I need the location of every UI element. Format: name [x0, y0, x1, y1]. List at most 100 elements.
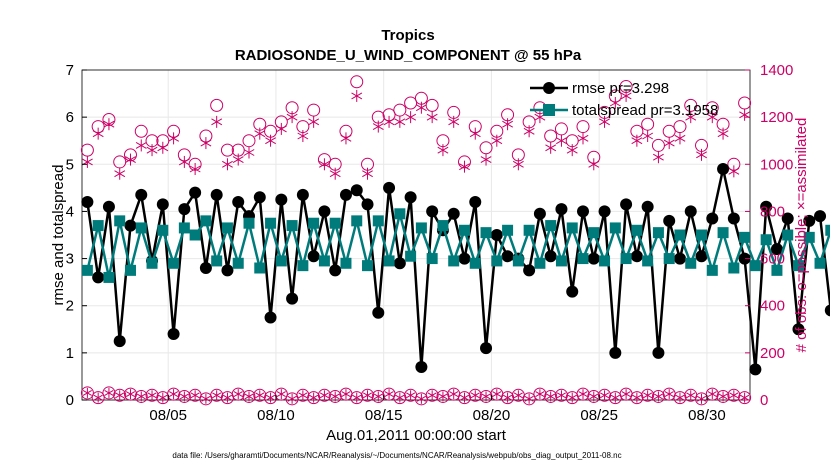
obs-assimilated-point-50	[620, 89, 632, 102]
obs-possible-point-53	[651, 138, 665, 152]
obs-assimilated-point-43	[545, 141, 557, 154]
obs-low-assim-point-0	[82, 387, 92, 398]
rmse-point-43	[544, 250, 557, 263]
spread-point-60	[728, 262, 740, 274]
series-layer	[81, 163, 830, 376]
rmse-point-59	[717, 163, 730, 175]
obs-assimilated-point-40	[512, 158, 524, 171]
obs-low-point-33	[436, 389, 450, 403]
obs-assimilated-point-21	[308, 115, 320, 128]
rmse-point-22	[318, 205, 331, 218]
obs-low-point-23	[328, 389, 342, 403]
rmse-point-60	[727, 212, 740, 225]
rmse-point-49	[609, 346, 622, 359]
spread-point-37	[480, 227, 492, 239]
obs-low-assim-point-17	[265, 392, 276, 403]
obs-assimilated-point-6	[146, 144, 158, 157]
obs-low-assim-point-28	[384, 389, 394, 400]
obs-low-assim-point-57	[696, 393, 707, 404]
obs-possible-point-15	[242, 134, 256, 148]
obs-low-assim-point-4	[125, 389, 136, 400]
obs-possible-point-21	[307, 103, 321, 117]
obs-low-assim-point-5	[136, 391, 146, 402]
spread-point-2	[103, 271, 115, 283]
x-tick-label-0: 08/05	[149, 407, 187, 424]
obs-low-assim-point-10	[190, 390, 200, 401]
spread-point-63	[760, 234, 772, 246]
obs-assimilated-point-20	[297, 130, 309, 142]
obs-low-assim-point-60	[729, 390, 739, 401]
obs-assimilated-point-4	[125, 153, 136, 166]
rmse-point-24	[339, 188, 352, 201]
obs-low-assim-point-34	[449, 389, 459, 400]
rmse-point-55	[673, 252, 686, 265]
obs-possible-point-30	[404, 96, 418, 110]
obs-assimilated-point-2	[103, 118, 115, 131]
obs-low-point-36	[468, 388, 482, 402]
spread-point-69	[825, 224, 830, 236]
obs-low-assim-point-48	[599, 390, 610, 401]
y-tick-label-4: 4	[66, 203, 74, 220]
obs-assimilated-point-0	[81, 155, 93, 168]
obs-low-point-44	[554, 388, 568, 402]
rmse-point-41	[523, 264, 536, 277]
spread-point-9	[178, 222, 190, 234]
obs-low-assim-point-29	[395, 392, 405, 403]
rmse-point-58	[706, 212, 719, 225]
obs-low-assim-point-44	[556, 390, 567, 401]
rmse-point-5	[135, 188, 148, 201]
x-tick-label-2: 08/15	[365, 407, 403, 424]
rmse-point-1	[92, 271, 105, 284]
rmse-point-61	[738, 252, 751, 265]
spread-point-40	[512, 255, 524, 267]
rmse-point-10	[189, 186, 202, 199]
y-axis-right-label: # of obs: o=possible; ×=assimilated	[793, 118, 810, 353]
rmse-point-65	[781, 212, 794, 225]
obs-low-assim-point-30	[406, 390, 416, 401]
obs-assimilated-point-23	[329, 167, 341, 180]
obs-low-point-12	[210, 388, 224, 402]
spread-point-55	[674, 229, 686, 241]
obs-low-point-8	[167, 387, 181, 401]
spread-point-14	[232, 257, 244, 269]
spread-point-46	[577, 253, 589, 265]
x-axis-label: Aug.01,2011 00:00:00 start	[326, 427, 507, 444]
y-right-tick-label-3: 600	[760, 251, 785, 268]
obs-low-point-29	[393, 391, 407, 405]
spread-point-18	[275, 255, 287, 267]
obs-low-assim-point-40	[513, 390, 523, 401]
rmse-point-51	[630, 250, 643, 263]
obs-low-assim-point-45	[567, 392, 577, 403]
obs-low-point-55	[673, 391, 687, 405]
obs-assimilated-point-7	[157, 141, 169, 154]
obs-assimilated-point-22	[318, 158, 330, 171]
obs-low-assim-point-41	[524, 393, 534, 404]
rmse-point-9	[178, 203, 191, 216]
obs-assimilated-point-61	[739, 108, 751, 121]
obs-low-assim-point-47	[589, 391, 599, 402]
obs-assimilated-point-41	[523, 125, 535, 138]
obs-low-assim-point-35	[459, 392, 470, 403]
spread-point-38	[491, 255, 503, 267]
chart-title: Tropics	[381, 27, 434, 44]
rmse-point-37	[480, 342, 493, 355]
spread-point-35	[458, 224, 470, 236]
spread-point-64	[771, 264, 783, 276]
obs-assimilated-point-18	[275, 122, 287, 135]
obs-low-point-3	[113, 388, 127, 402]
spread-point-49	[609, 222, 621, 234]
obs-possible-point-5	[134, 124, 148, 138]
y-right-tick-label-6: 1200	[760, 109, 793, 126]
spread-point-10	[189, 229, 201, 241]
y-right-tick-label-1: 200	[760, 345, 785, 362]
obs-low-point-35	[457, 391, 471, 405]
obs-low-point-58	[705, 387, 719, 401]
obs-low-assim-point-39	[503, 392, 513, 403]
spread-point-58	[706, 264, 718, 276]
rmse-point-57	[695, 250, 708, 263]
obs-possible-point-55	[673, 120, 687, 134]
rmse-point-27	[372, 306, 385, 319]
rmse-point-67	[803, 214, 816, 227]
x-axis-ticks: 08/05 08/10 08/15 08/20 08/25 08/30	[149, 395, 726, 424]
legend-rmse-marker	[543, 82, 555, 94]
